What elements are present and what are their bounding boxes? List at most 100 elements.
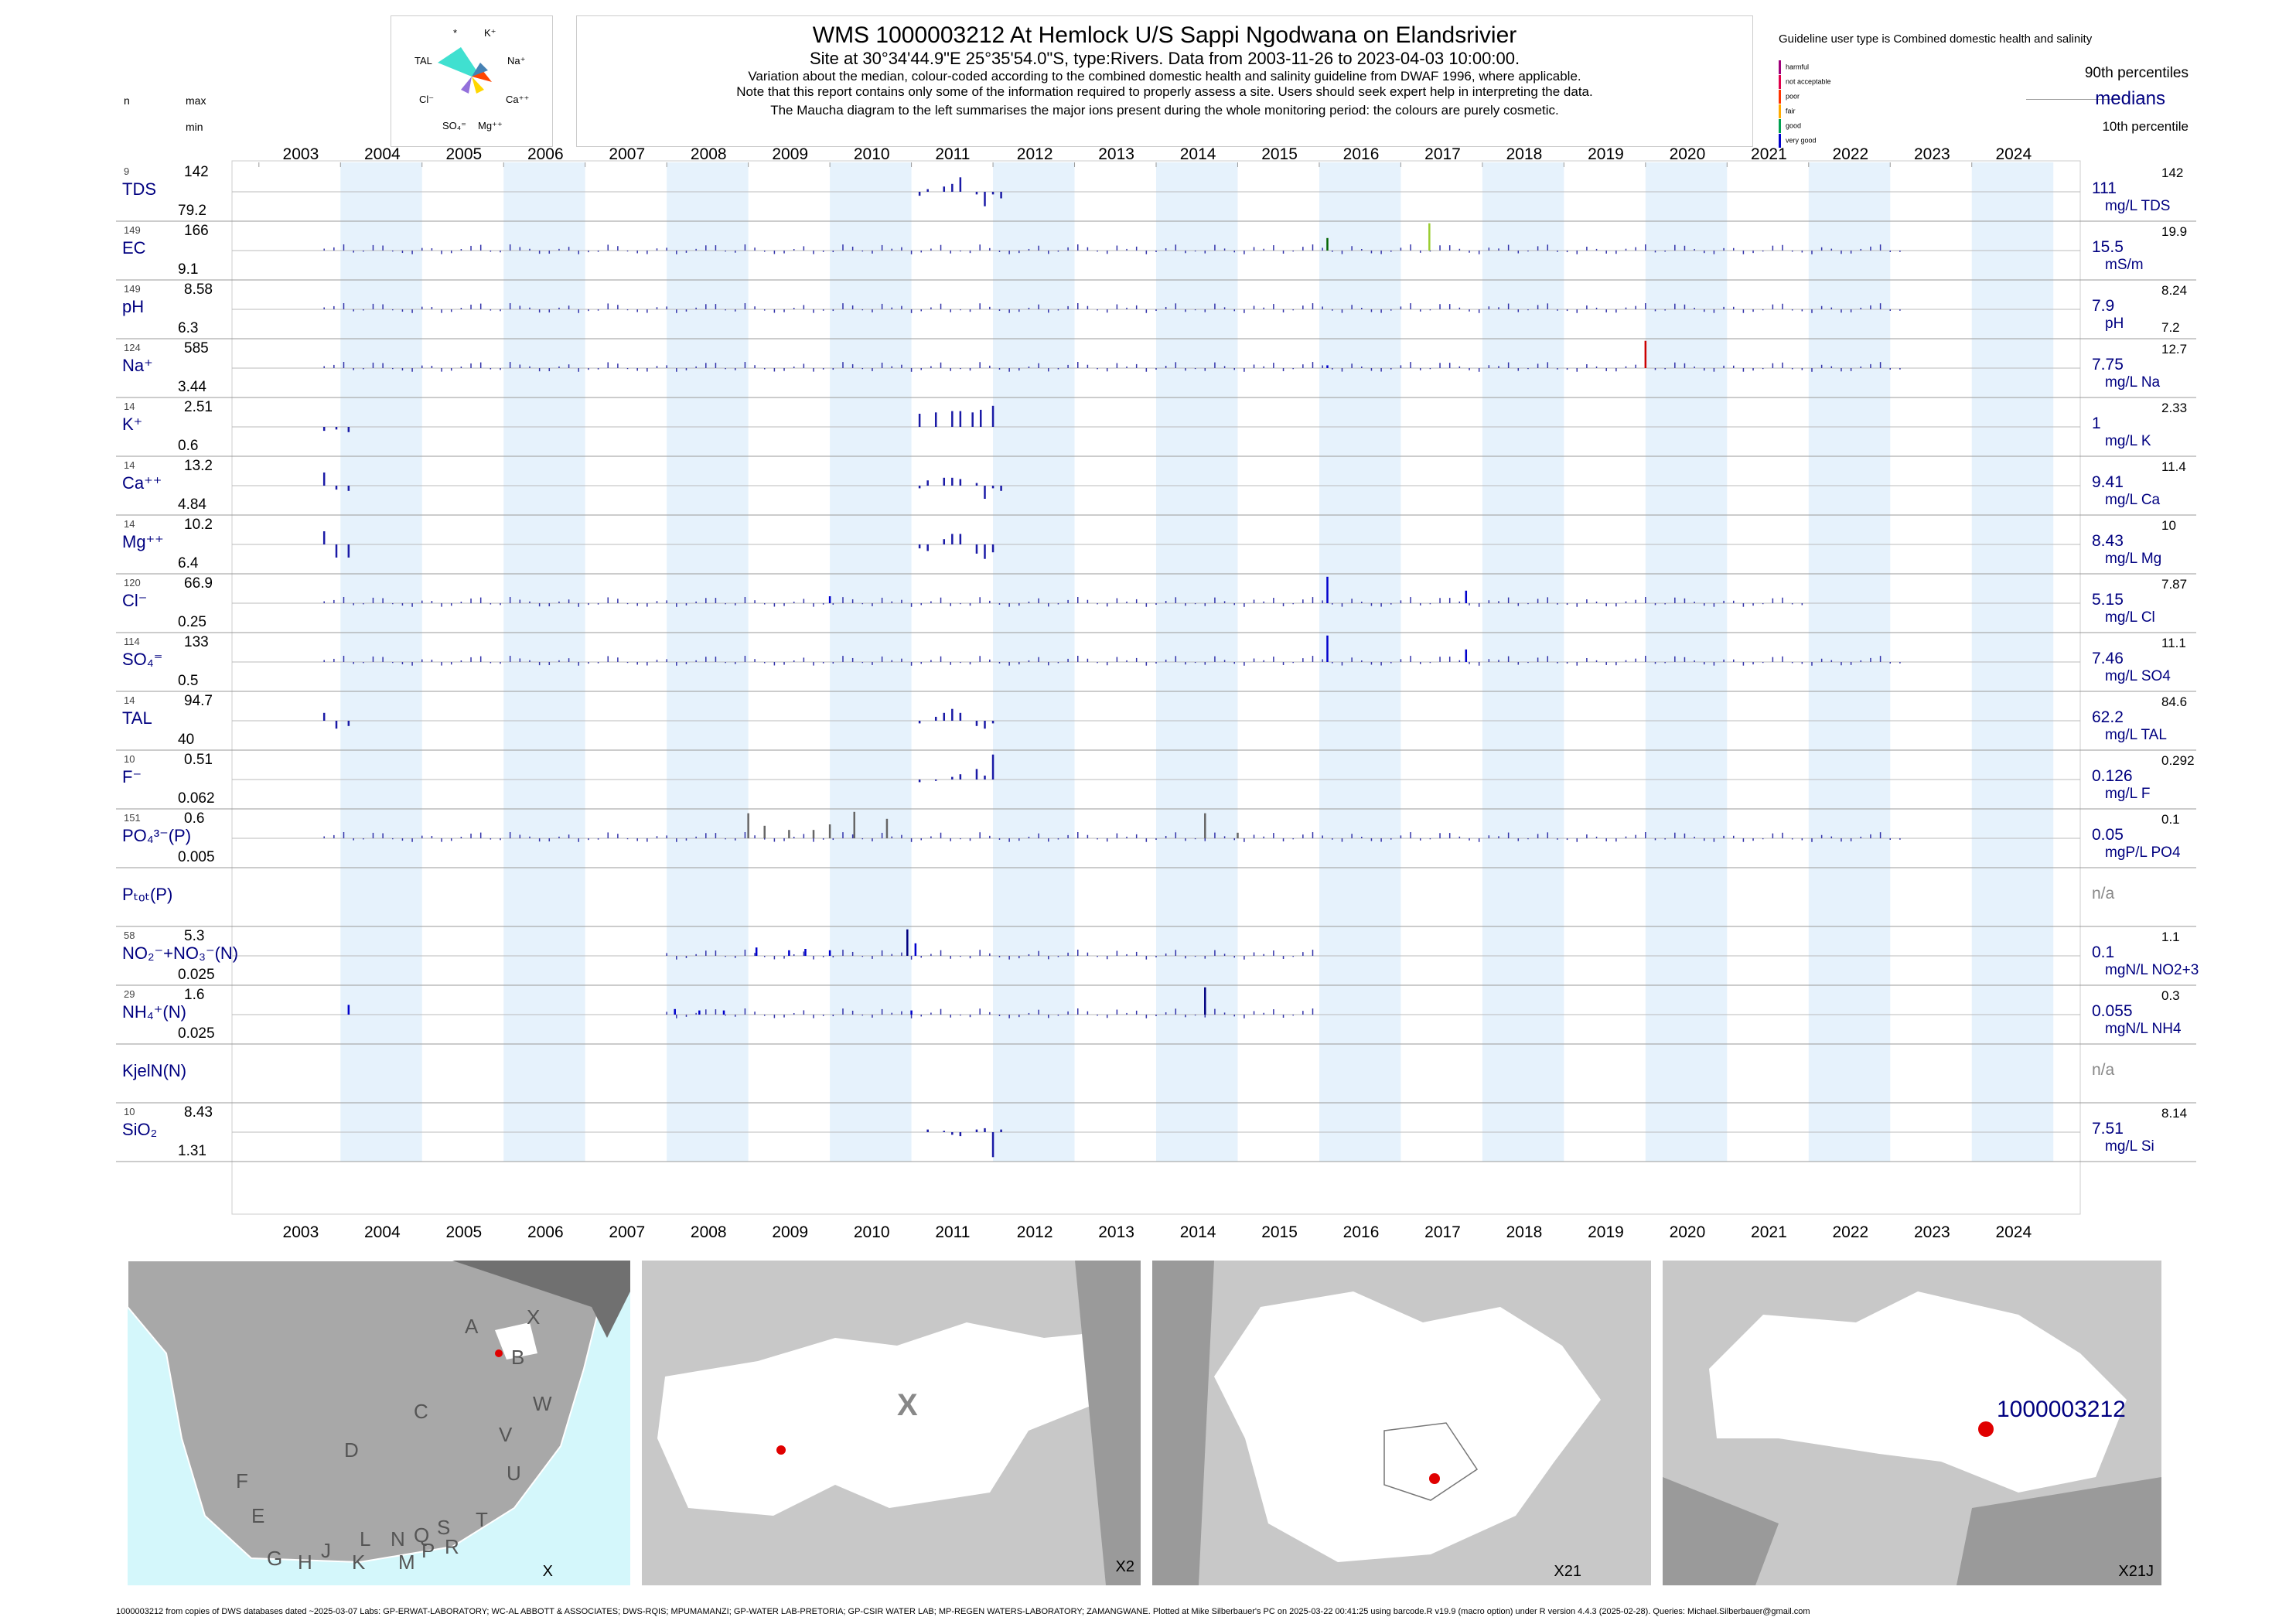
panel-name-0: TDS	[122, 179, 156, 199]
panel-median-4: 1	[2092, 415, 2101, 432]
map-x2-center: X	[897, 1388, 918, 1422]
panel-median-3: 7.75	[2092, 356, 2124, 374]
map-2-label: X2	[1115, 1558, 1134, 1575]
map-region-f: F	[236, 1469, 248, 1493]
panel-name-11: PO₄³⁻(P)	[122, 826, 192, 845]
panel-unit-11: mgP/L PO4	[2105, 844, 2181, 861]
panel-min-4: 0.6	[178, 438, 199, 454]
panel-max-10: 0.51	[184, 752, 213, 768]
year-label-bottom-2012: 2012	[1017, 1223, 1053, 1241]
panel-min-1: 9.1	[178, 261, 199, 278]
panel-min-11: 0.005	[178, 849, 215, 865]
year-label-bottom-2004: 2004	[364, 1223, 401, 1241]
panel-median-1: 15.5	[2092, 238, 2124, 256]
year-label-bottom-2017: 2017	[1424, 1223, 1461, 1241]
map-x21: X21	[1152, 1261, 1651, 1585]
panel-n-1: 149	[124, 224, 141, 236]
panel-name-10: F⁻	[122, 767, 142, 786]
maucha-label-tal: TAL	[415, 55, 432, 67]
guideline-swatch	[1779, 75, 1781, 89]
year-label-bottom-2006: 2006	[527, 1223, 564, 1241]
panel-min-8: 0.5	[178, 673, 199, 689]
map-x2: X X2	[642, 1261, 1141, 1585]
year-label-top-2012: 2012	[1017, 145, 1053, 163]
header-box: WMS 1000003212 At Hemlock U/S Sappi Ngod…	[576, 15, 1753, 147]
panel-min-3: 3.44	[178, 379, 206, 395]
year-label-top-2008: 2008	[691, 145, 727, 163]
maucha-label-cl: Cl⁻	[419, 94, 434, 105]
map-x2-svg	[657, 1261, 1141, 1585]
panel-name-1: EC	[122, 238, 146, 258]
map-region-h: H	[298, 1551, 312, 1574]
panel-name-4: K⁺	[122, 415, 143, 434]
panel-min-9: 40	[178, 732, 195, 748]
panel-name-2: pH	[122, 297, 145, 316]
year-label-top-2020: 2020	[1670, 145, 1706, 163]
year-label-bottom-2019: 2019	[1588, 1223, 1624, 1241]
panel-name-3: Na⁺	[122, 356, 153, 375]
guideline-level-0: harmful	[1779, 60, 1809, 74]
map-region-q: Q	[414, 1523, 430, 1547]
year-label-top-2016: 2016	[1343, 145, 1380, 163]
panel-p90-11: 0.1	[2161, 812, 2180, 827]
panel-unit-1: mS/m	[2105, 257, 2144, 273]
panel-p90-10: 0.292	[2161, 753, 2195, 768]
year-label-bottom-2013: 2013	[1098, 1223, 1134, 1241]
plot-frame	[231, 160, 2081, 1215]
year-label-bottom-2014: 2014	[1180, 1223, 1216, 1241]
panel-max-3: 585	[184, 340, 209, 357]
panel-n-8: 114	[124, 636, 140, 647]
year-label-top-2023: 2023	[1914, 145, 1950, 163]
panel-name-6: Mg⁺⁺	[122, 532, 164, 551]
note-1: Variation about the median, colour-coded…	[748, 69, 1581, 84]
legend-p90: 90th percentiles	[2084, 65, 2189, 81]
year-label-top-2018: 2018	[1506, 145, 1543, 163]
panel-n-3: 124	[124, 342, 141, 353]
col-header-max: max	[186, 94, 206, 107]
map-3-label: X21	[1554, 1563, 1581, 1580]
map-region-p: P	[421, 1539, 435, 1562]
panel-max-14: 1.6	[184, 987, 205, 1003]
panel-min-6: 6.4	[178, 555, 199, 571]
year-label-top-2017: 2017	[1424, 145, 1461, 163]
year-label-top-2015: 2015	[1261, 145, 1298, 163]
panel-min-0: 79.2	[178, 203, 206, 219]
guideline-level-label: very good	[1786, 136, 1817, 145]
guideline-title: Guideline user type is Combined domestic…	[1779, 32, 2093, 46]
panel-max-0: 142	[184, 164, 209, 180]
year-label-bottom-2011: 2011	[935, 1223, 970, 1241]
panel-p90-2: 8.24	[2161, 283, 2188, 298]
panel-unit-4: mg/L K	[2105, 433, 2151, 449]
maucha-label-k: K⁺	[484, 27, 496, 39]
map-region-k: K	[352, 1551, 366, 1574]
year-label-top-2006: 2006	[527, 145, 564, 163]
panel-name-14: NH₄⁺(N)	[122, 1002, 186, 1022]
panel-name-15: KjelN(N)	[122, 1061, 187, 1080]
map-region-c: C	[414, 1400, 428, 1423]
panel-unit-7: mg/L Cl	[2105, 609, 2155, 626]
panel-unit-2: pH	[2105, 316, 2124, 332]
guideline-level-2: poor	[1779, 90, 1800, 104]
panel-n-10: 10	[124, 753, 135, 765]
year-label-top-2004: 2004	[364, 145, 401, 163]
legend-p10: 10th percentile	[2102, 119, 2189, 134]
panel-max-2: 8.58	[184, 281, 213, 298]
panel-n-0: 9	[124, 165, 130, 177]
panel-min-10: 0.062	[178, 790, 215, 807]
panel-unit-9: mg/L TAL	[2105, 727, 2167, 743]
panel-n-2: 149	[124, 283, 141, 295]
year-label-top-2024: 2024	[1995, 145, 2032, 163]
map-region-a: A	[465, 1315, 479, 1338]
panel-p90-9: 84.6	[2161, 694, 2188, 709]
panel-p90-14: 0.3	[2161, 988, 2180, 1003]
year-label-top-2022: 2022	[1833, 145, 1869, 163]
maucha-sector-k	[472, 63, 488, 77]
panel-max-5: 13.2	[184, 458, 213, 474]
panel-n-6: 14	[124, 518, 135, 530]
maucha-diagram-box: * K⁺ TAL Na⁺ Cl⁻ Ca⁺⁺ SO₄⁼ Mg⁺⁺	[391, 15, 553, 147]
year-label-top-2019: 2019	[1588, 145, 1624, 163]
year-label-bottom-2024: 2024	[1995, 1223, 2032, 1241]
maucha-label-ca: Ca⁺⁺	[506, 94, 529, 105]
guideline-level-3: fair	[1779, 104, 1796, 118]
